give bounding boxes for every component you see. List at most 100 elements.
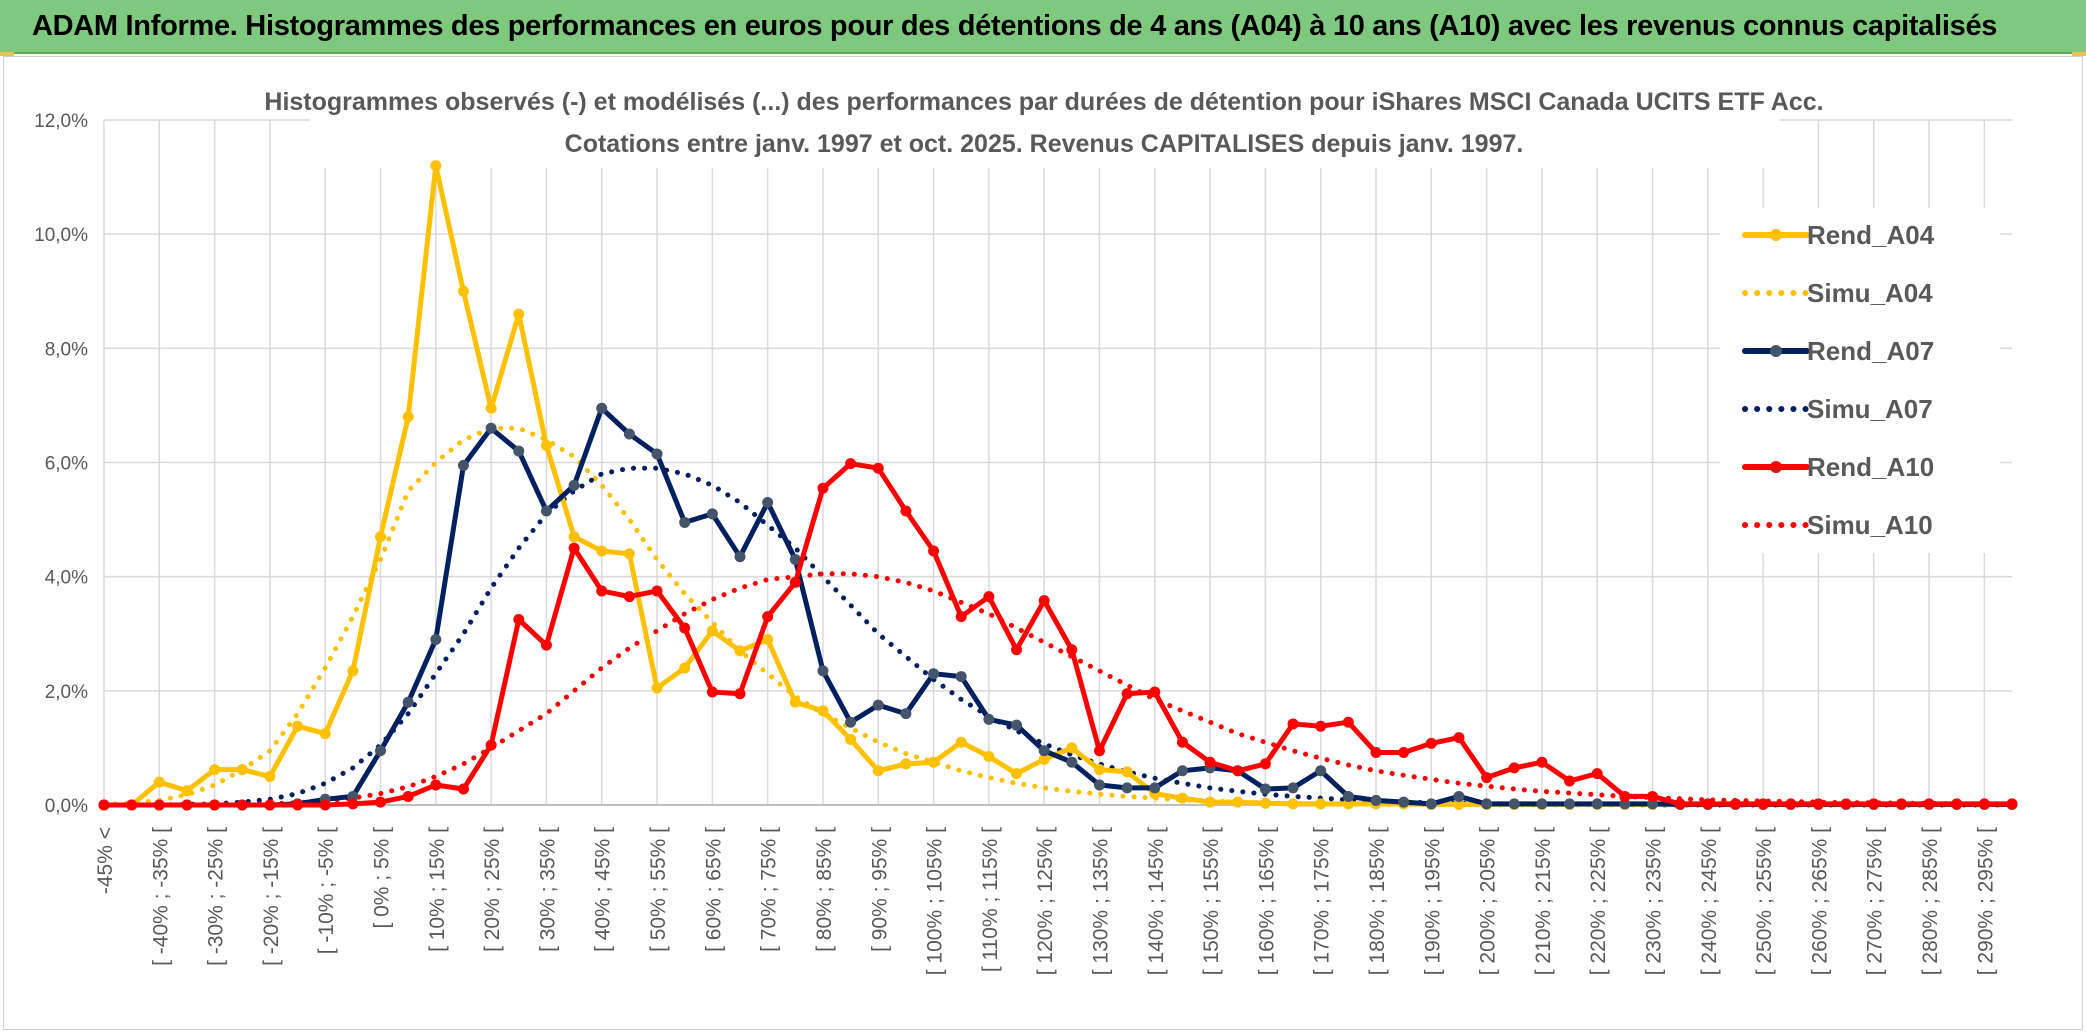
data-point: [153, 799, 165, 811]
data-point: [1066, 742, 1078, 754]
data-point: [1425, 737, 1437, 749]
data-point: [1121, 766, 1133, 778]
data-point: [1398, 746, 1410, 758]
x-tick-label: [ 190% ; 195% [: [1421, 827, 1444, 975]
data-point: [983, 591, 995, 603]
title-backdrop: [310, 80, 1780, 168]
series-Simu_A07: [101, 465, 2015, 808]
x-tick-label: [ 100% ; 105% [: [924, 827, 947, 975]
x-tick-label: [ 260% ; 265% [: [1808, 827, 1831, 975]
data-point: [485, 422, 497, 434]
chart-grid: [103, 119, 2012, 806]
data-point: [762, 633, 774, 645]
x-tick-label: [ 60% ; 65% [: [702, 827, 725, 952]
legend-label: Rend_A04: [1807, 220, 1935, 250]
data-point: [651, 585, 663, 597]
data-point: [706, 686, 718, 698]
data-point: [789, 696, 801, 708]
data-point: [734, 551, 746, 563]
data-point: [2006, 798, 2018, 810]
data-point: [789, 554, 801, 566]
data-point: [236, 799, 248, 811]
data-point: [1508, 798, 1520, 810]
chart-subtitle: Cotations entre janv. 1997 et oct. 2025.…: [565, 130, 1524, 158]
data-point: [319, 728, 331, 740]
data-point: [983, 750, 995, 762]
y-tick-label: 10,0%: [34, 225, 88, 246]
y-tick-label: 8,0%: [45, 339, 88, 360]
data-point: [540, 505, 552, 517]
data-point: [98, 799, 110, 811]
data-point: [1342, 716, 1354, 728]
data-point: [789, 576, 801, 588]
x-tick-label: [ 200% ; 205% [: [1477, 827, 1500, 975]
data-point: [1591, 768, 1603, 780]
data-point: [623, 548, 635, 560]
y-tick-label: 6,0%: [45, 454, 88, 475]
data-point: [1204, 756, 1216, 768]
data-point: [734, 645, 746, 657]
data-point: [651, 448, 663, 460]
data-point: [319, 799, 331, 811]
data-point: [955, 736, 967, 748]
data-point: [1038, 753, 1050, 765]
data-point: [402, 790, 414, 802]
data-point: [1259, 797, 1271, 809]
data-point: [375, 531, 387, 543]
data-point: [1315, 765, 1327, 777]
data-point: [1508, 762, 1520, 774]
data-point: [209, 799, 221, 811]
data-point: [679, 622, 691, 634]
data-point: [236, 764, 248, 776]
data-point: [1176, 792, 1188, 804]
data-point: [1647, 790, 1659, 802]
data-point: [1259, 783, 1271, 795]
data-point: [457, 285, 469, 297]
series-line-Rend_A10: [101, 461, 2015, 808]
data-point: [292, 799, 304, 811]
x-tick-label: [ 20% ; 25% [: [481, 827, 504, 952]
x-axis-ticks: -45% < [ -40% ; -35% [[ -30% ; -25% [[ -2…: [94, 827, 1997, 975]
data-point: [1066, 756, 1078, 768]
data-point: [817, 705, 829, 717]
data-point: [1923, 798, 1935, 810]
data-point: [651, 682, 663, 694]
data-point: [153, 776, 165, 788]
x-tick-label: [ 250% ; 255% [: [1753, 827, 1776, 975]
data-point: [1812, 798, 1824, 810]
data-point: [1093, 745, 1105, 757]
data-point: [1038, 745, 1050, 757]
data-point: [1564, 798, 1576, 810]
data-point: [568, 542, 580, 554]
data-point: [1287, 718, 1299, 730]
data-point: [817, 482, 829, 494]
legend-label: Rend_A10: [1807, 452, 1934, 482]
data-point: [1287, 798, 1299, 810]
data-point: [596, 585, 608, 597]
data-point: [1149, 686, 1161, 698]
data-point: [1674, 798, 1686, 810]
data-point: [955, 611, 967, 623]
data-point: [375, 745, 387, 757]
y-axis-ticks: 0,0% 2,0% 4,0% 6,0% 8,0% 10,0% 12,0%: [34, 111, 88, 817]
data-point: [1978, 798, 1990, 810]
x-tick-label: [ 110% ; 115% [: [979, 827, 1002, 972]
data-point: [1453, 790, 1465, 802]
data-point: [1536, 756, 1548, 768]
data-point: [679, 662, 691, 674]
legend-item-Rend_A07: Rend_A07: [1742, 336, 1934, 366]
legend-label: Simu_A04: [1807, 278, 1933, 308]
series-line-Simu_A07: [101, 465, 2015, 808]
data-point: [872, 462, 884, 474]
data-point: [623, 591, 635, 603]
data-point: [457, 783, 469, 795]
data-point: [1729, 798, 1741, 810]
data-point: [513, 445, 525, 457]
data-point: [540, 639, 552, 651]
chart-series: [98, 160, 2018, 811]
x-tick-label: [ 40% ; 45% [: [592, 827, 615, 952]
series-Simu_A04: [101, 425, 2015, 808]
data-point: [1425, 798, 1437, 810]
data-point: [900, 758, 912, 770]
data-point: [1315, 798, 1327, 810]
